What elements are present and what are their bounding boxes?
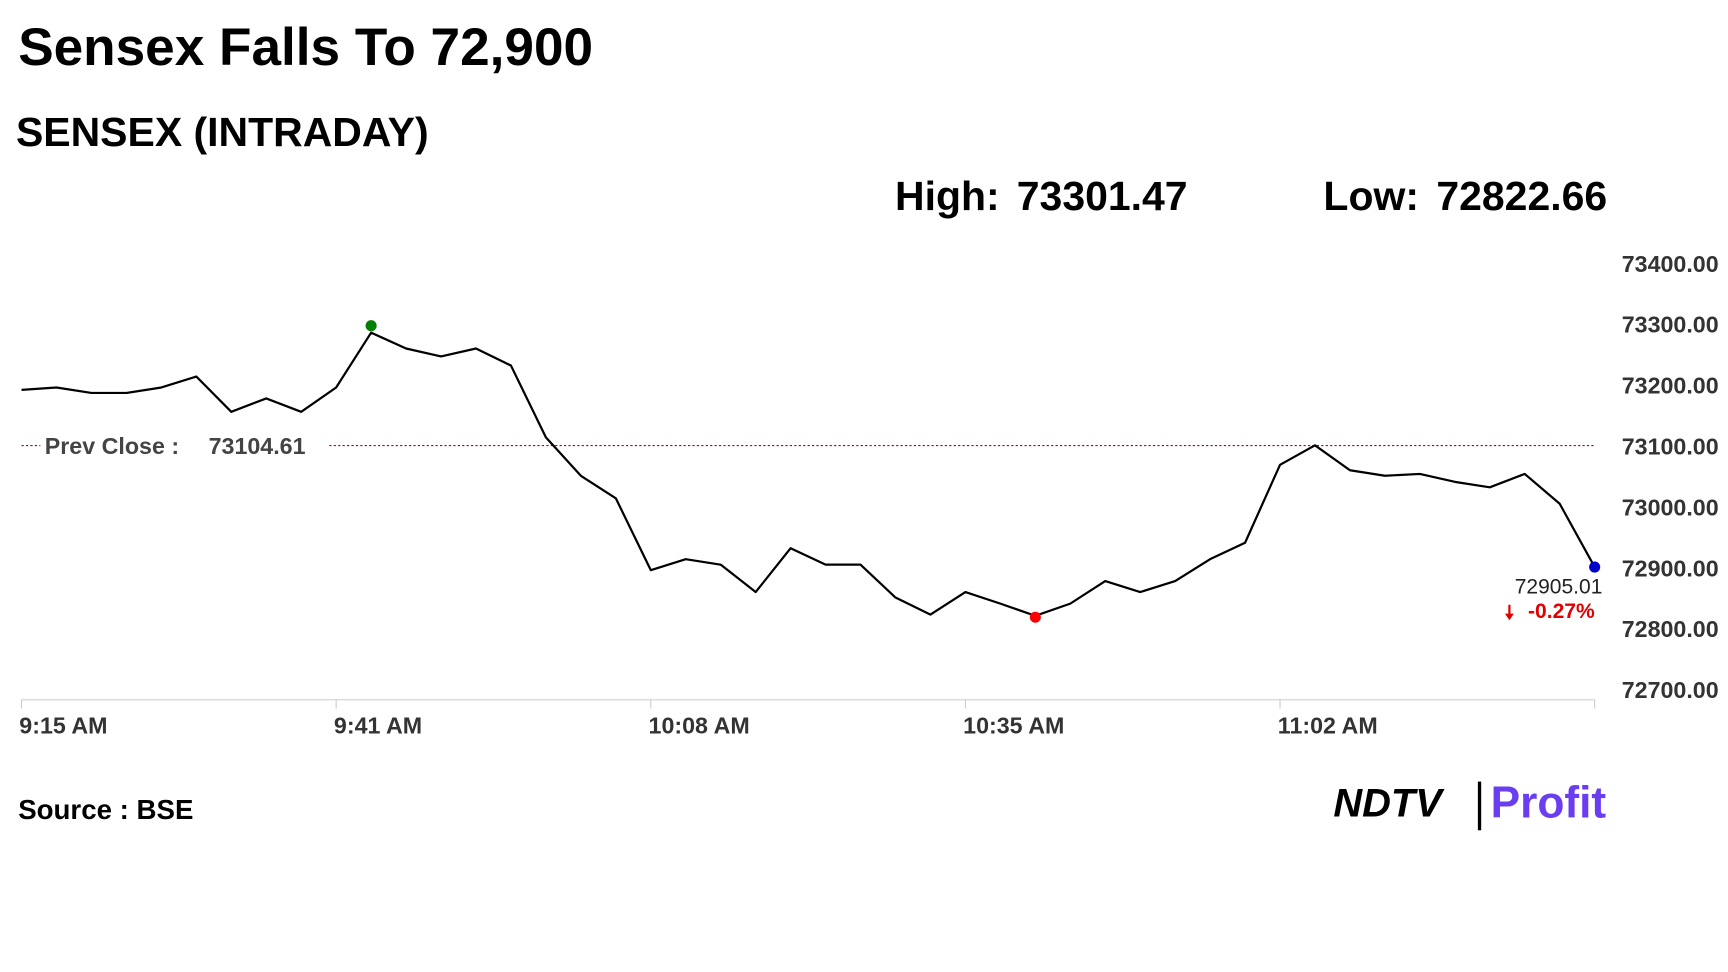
y-tick-label: 73400.00 [1622,251,1719,277]
x-tick-label: 10:35 AM [963,712,1064,738]
y-tick-label: 72900.00 [1622,555,1719,581]
chart-title: Sensex Falls To 72,900 [18,18,593,77]
prev-close-label: Prev Close : [45,433,179,459]
high-value: 73301.47 [1017,173,1188,219]
change-label: -0.27% [1528,600,1595,623]
x-tick-label: 10:08 AM [649,712,750,738]
logo-ndtv: NDTV [1333,781,1445,825]
y-tick-label: 72800.00 [1622,616,1719,642]
last-marker [1589,561,1601,573]
down-arrow [1504,604,1514,621]
y-tick-label: 72700.00 [1622,677,1719,703]
high-label: High: [895,173,1000,219]
y-tick-label: 73000.00 [1622,494,1719,520]
logo-profit: Profit [1491,779,1607,828]
x-tick-label: 11:02 AM [1278,712,1378,738]
x-tick-label: 9:41 AM [334,712,422,738]
x-tick-label: 9:15 AM [19,712,107,738]
y-tick-label: 73100.00 [1622,434,1719,460]
chart-subtitle: SENSEX (INTRADAY) [16,109,429,155]
high-marker [365,320,377,332]
low-marker [1029,611,1041,623]
last-value-label: 72905.01 [1515,576,1603,599]
low-label: Low: [1323,173,1419,219]
line-series [21,331,1596,617]
y-tick-label: 73200.00 [1622,373,1719,399]
prev-close-value: 73104.61 [209,433,306,459]
low-value: 72822.66 [1436,173,1607,219]
y-tick-label: 73300.00 [1622,312,1719,338]
source: Source : BSE [18,794,193,825]
